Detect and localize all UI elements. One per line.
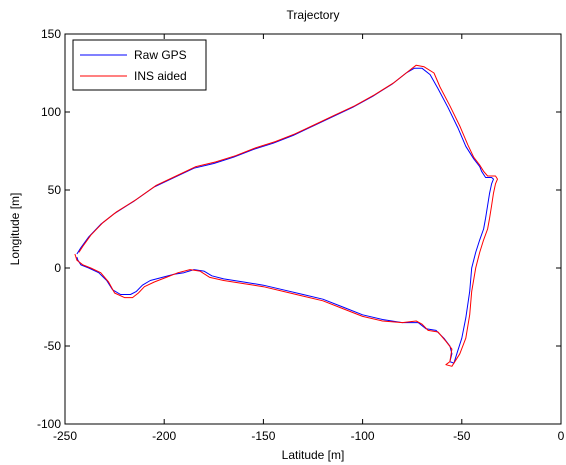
series-line-raw-gps [76, 67, 494, 364]
y-axis-label: Longitude [m] [8, 193, 22, 266]
y-tick-label: 100 [41, 105, 61, 119]
legend: Raw GPS INS aided [72, 39, 207, 91]
y-tick-label: -50 [44, 339, 62, 353]
x-tick-label: -250 [53, 429, 77, 443]
x-tick-label: -150 [251, 429, 275, 443]
series-layer [74, 64, 498, 367]
chart-title: Trajectory [287, 8, 340, 22]
x-tick-label: -100 [351, 429, 375, 443]
x-tick-label: 0 [558, 429, 565, 443]
plot-area [64, 33, 562, 425]
axis-ticks: -250 -200 -150 -100 -50 0 -100 -50 0 50 100 150 [37, 27, 565, 443]
x-tick-label: -50 [453, 429, 471, 443]
y-tick-label: -100 [37, 417, 61, 431]
legend-label-ins-aided: INS aided [134, 69, 187, 83]
series-line-ins-aided [74, 64, 498, 367]
legend-label-raw-gps: Raw GPS [134, 48, 187, 62]
x-tick-label: -200 [152, 429, 176, 443]
y-tick-label: 150 [41, 27, 61, 41]
y-tick-label: 50 [48, 183, 62, 197]
legend-box [72, 39, 207, 91]
y-tick-label: 0 [54, 261, 61, 275]
x-axis-label: Latitude [m] [282, 448, 345, 462]
